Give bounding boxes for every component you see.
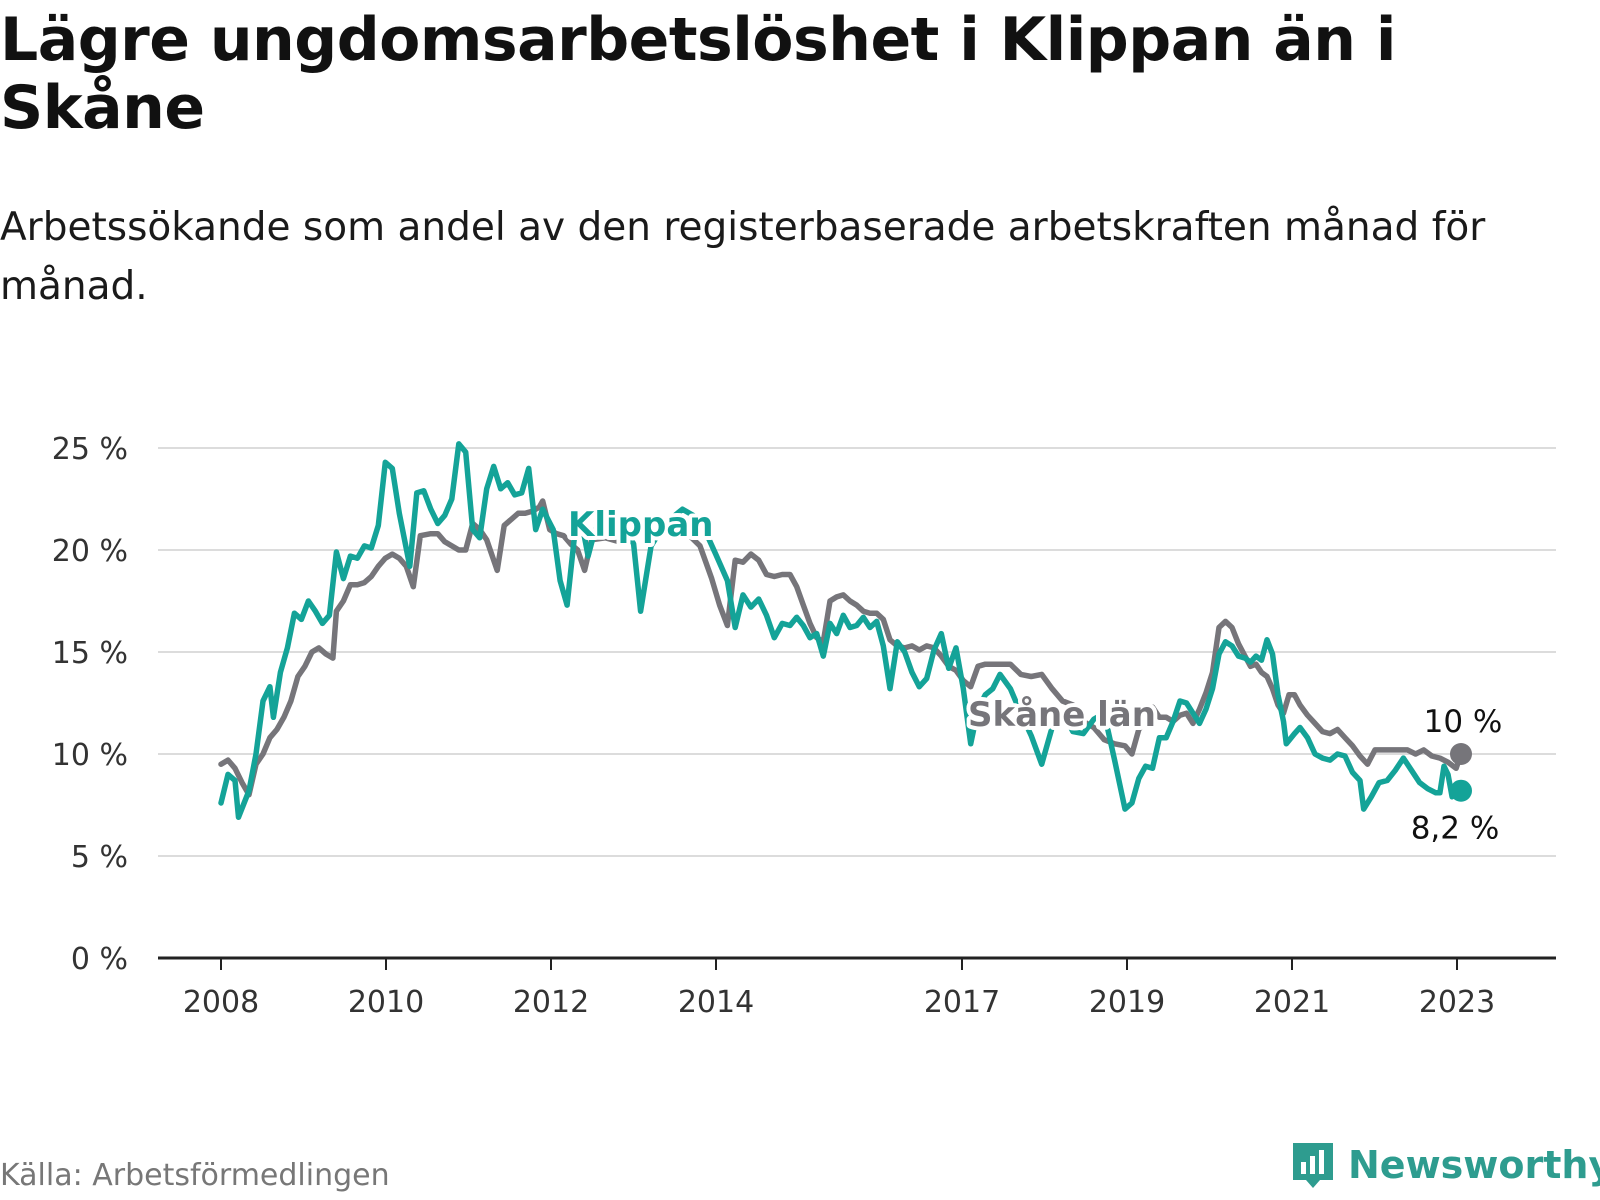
- x-tick-label: 2014: [678, 985, 754, 1020]
- chart-subtitle: Arbetssökande som andel av den registerb…: [0, 205, 1486, 309]
- chart-title: Lägre ungdomsarbetslöshet i Klippan än i…: [0, 5, 1396, 143]
- klippan-end-label: 8,2 %: [1411, 811, 1500, 847]
- skane-series-label: Skåne län: [968, 695, 1156, 735]
- x-tick-label: 2023: [1419, 985, 1495, 1020]
- y-tick-label: 10 %: [52, 738, 128, 773]
- y-tick-label: 15 %: [52, 636, 128, 671]
- skane-end-marker: [1450, 743, 1472, 765]
- x-tick-label: 2008: [183, 985, 259, 1020]
- y-tick-label: 0 %: [71, 942, 128, 977]
- y-tick-label: 25 %: [52, 432, 128, 467]
- x-tick-label: 2021: [1254, 985, 1330, 1020]
- newsworthy-logo-icon: [1293, 1143, 1333, 1188]
- x-axis-ticks: 2008 2010 2012 2014 2017 2019 2021 2023: [183, 958, 1495, 1020]
- y-tick-label: 5 %: [71, 840, 128, 875]
- skane-line: [218, 498, 1464, 798]
- series-labels: 10 % 8,2 % Klippan Skåne län: [564, 501, 1503, 847]
- brand-name: Newsworthy: [1348, 1143, 1600, 1187]
- source-note: Källa: Arbetsförmedlingen: [0, 1158, 390, 1193]
- gridlines: [158, 447, 1556, 960]
- x-tick-label: 2017: [924, 985, 1000, 1020]
- x-tick-label: 2019: [1089, 985, 1165, 1020]
- y-tick-label: 20 %: [52, 534, 128, 569]
- klippan-series-label: Klippan: [568, 505, 713, 545]
- klippan-line: [218, 441, 1464, 820]
- y-axis-ticks: 0 % 5 % 10 % 15 % 20 % 25 %: [52, 432, 128, 977]
- x-tick-label: 2012: [513, 985, 589, 1020]
- x-tick-label: 2010: [348, 985, 424, 1020]
- klippan-end-marker: [1450, 779, 1472, 802]
- skane-end-label: 10 %: [1424, 704, 1503, 740]
- series-lines: [218, 441, 1464, 820]
- brand-logo[interactable]: Newsworthy: [1290, 1140, 1600, 1190]
